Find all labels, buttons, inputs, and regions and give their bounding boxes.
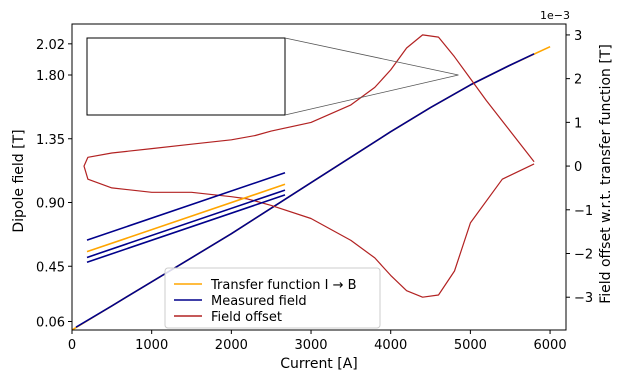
y-left-axis-label: Dipole field [T]	[11, 129, 27, 232]
x-tick-label: 2000	[215, 338, 248, 353]
inset-zoom	[86, 37, 459, 264]
legend-box	[164, 267, 381, 329]
x-tick-label: 0	[68, 338, 76, 353]
y-left-tick-label: 1.80	[36, 69, 65, 84]
inset-measured-field-branch	[86, 189, 286, 259]
x-axis-label: Current [A]	[280, 356, 358, 372]
x-tick-label: 4000	[374, 338, 407, 353]
plot-area	[71, 34, 551, 331]
x-tick-label: 5000	[454, 338, 487, 353]
y-right-tick-label: 1	[574, 116, 582, 131]
inset-measured-field-branch	[86, 171, 286, 241]
right-axis-multiplier: 1e−3	[540, 9, 570, 22]
y-right-tick-label: 3	[574, 29, 582, 44]
inset-frame	[86, 37, 286, 116]
y-left-tick-label: 2.02	[36, 38, 65, 53]
series-field-offset	[83, 34, 535, 298]
y-left-axis: 0.06 0.45 0.90 1.35 1.80 2.02	[36, 38, 72, 331]
y-left-tick-label: 0.90	[36, 197, 65, 212]
x-tick-label: 1000	[135, 338, 168, 353]
y-right-tick-label: 0	[574, 160, 582, 175]
y-right-tick-label: −3	[574, 291, 593, 306]
series-measured-field	[75, 53, 535, 328]
legend-label-transfer: Transfer function I → B	[210, 278, 357, 293]
y-right-tick-label: −2	[574, 248, 593, 263]
y-right-axis-label: Field offset w.r.t. transfer function [T…	[598, 44, 614, 304]
inset-connector-top	[284, 37, 459, 76]
y-right-axis: −3 −2 −1 0 1 2 3	[566, 29, 593, 306]
inset-measured-field-branch	[86, 194, 286, 264]
y-right-tick-label: −1	[574, 204, 593, 219]
y-left-tick-label: 0.06	[36, 316, 65, 331]
y-right-tick-label: 2	[574, 73, 582, 88]
legend: Transfer function I → B Measured field F…	[164, 267, 381, 329]
y-left-tick-label: 1.35	[36, 133, 65, 148]
x-axis: 0 1000 2000 3000 4000 5000 6000	[68, 330, 567, 353]
legend-label-offset: Field offset	[211, 310, 282, 325]
y-left-tick-label: 0.45	[36, 260, 65, 275]
x-tick-label: 6000	[534, 338, 567, 353]
plot-frame	[71, 23, 567, 331]
x-tick-label: 3000	[294, 338, 327, 353]
inset-transfer-function	[86, 183, 286, 253]
inset-connector-bottom	[284, 74, 459, 116]
legend-label-measured: Measured field	[211, 294, 307, 309]
